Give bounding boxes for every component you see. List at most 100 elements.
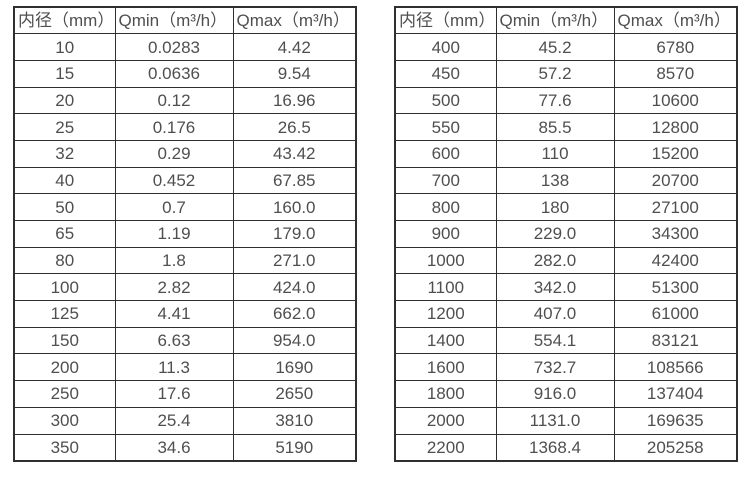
table-row: 150 6.63 954.0: [13, 326, 357, 355]
cell: 1690: [232, 353, 357, 382]
cell: 662.0: [232, 300, 357, 328]
cell: 205258: [613, 433, 738, 462]
table-row: 40 0.452 67.85: [13, 166, 357, 195]
cell: 26.5: [232, 113, 357, 141]
table-row: 1800 916.0 137404: [394, 380, 738, 408]
table-row: 500 77.6 10600: [394, 86, 738, 115]
cell: 407.0: [495, 300, 615, 328]
cell: 0.176: [114, 113, 234, 141]
cell: 11.3: [114, 353, 234, 382]
cell: 9.54: [232, 59, 357, 88]
cell: 57.2: [495, 59, 615, 88]
cell: 0.12: [114, 86, 234, 115]
cell: 34300: [613, 220, 738, 248]
table-row: 50 0.7 160.0: [13, 193, 357, 221]
cell: 6780: [613, 33, 738, 61]
cell: 25.4: [114, 406, 234, 435]
cell: 2.82: [114, 273, 234, 302]
cell: 110: [495, 139, 615, 168]
cell: 61000: [613, 300, 738, 328]
cell: 20700: [613, 166, 738, 195]
cell: 554.1: [495, 326, 615, 355]
cell: 600: [394, 139, 497, 168]
cell: 5190: [232, 433, 357, 462]
table-row: 15 0.0636 9.54: [13, 59, 357, 88]
cell: 200: [13, 353, 116, 382]
column-header-qmin: Qmin（m³/h）: [495, 6, 615, 35]
cell: 732.7: [495, 353, 615, 382]
cell: 34.6: [114, 433, 234, 462]
cell: 1800: [394, 380, 497, 408]
cell: 0.29: [114, 139, 234, 168]
cell: 8570: [613, 59, 738, 88]
cell: 229.0: [495, 220, 615, 248]
cell: 6.63: [114, 326, 234, 355]
column-header-inner-diameter: 内径（mm）: [394, 6, 497, 35]
cell: 179.0: [232, 220, 357, 248]
cell: 0.7: [114, 193, 234, 221]
cell: 1200: [394, 300, 497, 328]
cell: 271.0: [232, 246, 357, 275]
cell: 42400: [613, 246, 738, 275]
table-row: 1600 732.7 108566: [394, 353, 738, 382]
cell: 1400: [394, 326, 497, 355]
cell: 0.452: [114, 166, 234, 195]
table-row: 600 110 15200: [394, 139, 738, 168]
table-row: 800 180 27100: [394, 193, 738, 221]
table-row: 20 0.12 16.96: [13, 86, 357, 115]
flow-table-large-diameters: 内径（mm） Qmin（m³/h） Qmax（m³/h） 400 45.2 6780…: [394, 6, 738, 462]
cell: 85.5: [495, 113, 615, 141]
table-row: 300 25.4 3810: [13, 406, 357, 435]
cell: 27100: [613, 193, 738, 221]
cell: 342.0: [495, 273, 615, 302]
table-row: 80 1.8 271.0: [13, 246, 357, 275]
cell: 20: [13, 86, 116, 115]
column-header-qmin: Qmin（m³/h）: [114, 6, 234, 35]
cell: 80: [13, 246, 116, 275]
cell: 800: [394, 193, 497, 221]
cell: 2000: [394, 406, 497, 435]
cell: 83121: [613, 326, 738, 355]
header-row: 内径（mm） Qmin（m³/h） Qmax（m³/h）: [13, 6, 357, 35]
cell: 65: [13, 220, 116, 248]
table-row: 100 2.82 424.0: [13, 273, 357, 302]
cell: 550: [394, 113, 497, 141]
cell: 12800: [613, 113, 738, 141]
table-row: 2000 1131.0 169635: [394, 406, 738, 435]
table-body-small-diameters: 10 0.0283 4.42 15 0.0636 9.54 20 0.12 16.96 25 0.1…: [13, 33, 357, 462]
cell: 125: [13, 300, 116, 328]
cell: 300: [13, 406, 116, 435]
table-row: 900 229.0 34300: [394, 220, 738, 248]
column-header-qmax: Qmax（m³/h）: [613, 6, 738, 35]
cell: 1.8: [114, 246, 234, 275]
cell: 100: [13, 273, 116, 302]
cell: 43.42: [232, 139, 357, 168]
cell: 1368.4: [495, 433, 615, 462]
cell: 25: [13, 113, 116, 141]
table-row: 2200 1368.4 205258: [394, 433, 738, 462]
cell: 450: [394, 59, 497, 88]
table-body-large-diameters: 400 45.2 6780 450 57.2 8570 500 77.6 10600 550 85.…: [394, 33, 738, 462]
cell: 15200: [613, 139, 738, 168]
cell: 180: [495, 193, 615, 221]
cell: 2650: [232, 380, 357, 408]
flow-table-small-diameters: 内径（mm） Qmin（m³/h） Qmax（m³/h） 10 0.0283 4.4…: [13, 6, 357, 462]
cell: 10600: [613, 86, 738, 115]
table-row: 200 11.3 1690: [13, 353, 357, 382]
cell: 32: [13, 139, 116, 168]
cell: 45.2: [495, 33, 615, 61]
cell: 169635: [613, 406, 738, 435]
cell: 424.0: [232, 273, 357, 302]
cell: 700: [394, 166, 497, 195]
cell: 500: [394, 86, 497, 115]
cell: 0.0283: [114, 33, 234, 61]
cell: 51300: [613, 273, 738, 302]
table-row: 1100 342.0 51300: [394, 273, 738, 302]
cell: 150: [13, 326, 116, 355]
cell: 900: [394, 220, 497, 248]
cell: 2200: [394, 433, 497, 462]
cell: 954.0: [232, 326, 357, 355]
table-row: 32 0.29 43.42: [13, 139, 357, 168]
cell: 160.0: [232, 193, 357, 221]
column-header-inner-diameter: 内径（mm）: [13, 6, 116, 35]
